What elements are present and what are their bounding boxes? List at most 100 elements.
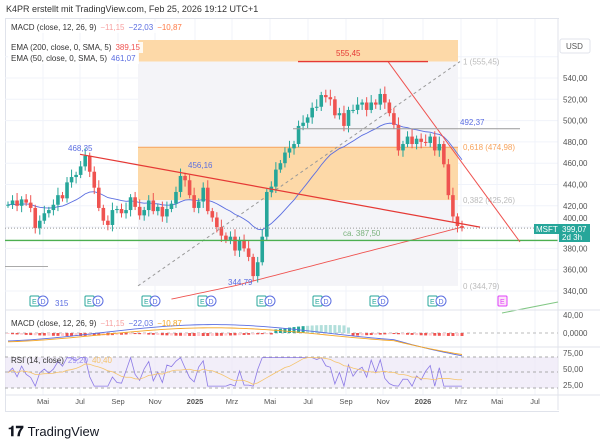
- candle: [346, 106, 351, 133]
- candle-body: [292, 144, 296, 149]
- candle: [251, 253, 255, 282]
- macd-pane-v2: −22,03: [128, 319, 154, 328]
- candle-body: [419, 138, 423, 142]
- candle: [215, 212, 219, 233]
- macd-histogram-bar: [192, 333, 196, 336]
- macd-histogram-bar: [70, 333, 74, 336]
- ema50-line: [7, 122, 463, 231]
- candle-body: [351, 109, 355, 111]
- candle: [110, 202, 115, 232]
- countdown-label: 2d 3h: [562, 233, 582, 242]
- tv-logo-icon: 𝟏𝟕: [8, 423, 24, 439]
- candle-body: [51, 204, 56, 211]
- label-high-1: 468,35: [68, 144, 93, 153]
- macd-histogram-bar: [179, 333, 183, 336]
- macd-histogram-bar: [251, 333, 255, 335]
- macd-histogram-bar: [306, 325, 310, 333]
- candle-body: [328, 97, 333, 100]
- macd-histogram-bar: [133, 333, 137, 335]
- macd-histogram-bar: [210, 333, 214, 336]
- candle-body: [274, 169, 278, 187]
- candle: [378, 88, 383, 110]
- currency-label: USD: [566, 42, 583, 51]
- y-tick-label: 340,00: [563, 287, 588, 296]
- candle-body: [65, 182, 69, 199]
- dividend-label: D: [324, 299, 329, 306]
- dividend-icon: [320, 295, 332, 307]
- candle: [6, 201, 10, 208]
- candle-body: [97, 187, 101, 208]
- ema200-legend[interactable]: EMA (200, close, 0, SMA, 5) 389,15: [8, 42, 143, 53]
- macd-histogram-bar: [446, 333, 450, 336]
- candle-body: [432, 136, 437, 151]
- ema50-legend[interactable]: EMA (50, close, 0, SMA, 5) 461,07: [8, 53, 139, 64]
- candle-body: [392, 113, 396, 125]
- candle-body: [42, 213, 47, 221]
- candle: [228, 231, 233, 245]
- candle: [283, 147, 287, 168]
- candle-body: [133, 197, 137, 207]
- candle-body: [69, 177, 74, 183]
- dividend-label: D: [96, 299, 101, 306]
- candle-body: [228, 236, 233, 240]
- candle-body: [301, 122, 305, 126]
- symbol-tag: [534, 224, 559, 234]
- candle-body: [142, 210, 146, 216]
- chart-frame: [5, 18, 559, 412]
- candle: [246, 240, 251, 262]
- candle-body: [287, 148, 292, 153]
- label-clipped: 315: [55, 299, 69, 308]
- dividend-label: D: [41, 299, 46, 306]
- rsi-value: 29,20: [67, 356, 88, 365]
- candle-body: [6, 204, 10, 206]
- macd-histogram-bar: [333, 325, 337, 333]
- candle-body: [442, 144, 446, 165]
- candle: [414, 135, 419, 150]
- macd-histogram-bar: [147, 333, 151, 335]
- candle: [401, 140, 405, 157]
- x-tick-label: Mai: [491, 397, 503, 406]
- candle-body: [383, 93, 387, 103]
- candle-body: [333, 99, 337, 116]
- macd-histogram-bar: [201, 333, 205, 336]
- tradingview-logo[interactable]: 𝟏𝟕 TradingView: [8, 423, 99, 440]
- macd-tick: 0,0000: [563, 329, 588, 338]
- candle-body: [401, 144, 405, 151]
- macd-histogram-bar: [215, 333, 219, 336]
- dividend-label: D: [153, 299, 158, 306]
- candle: [146, 195, 151, 217]
- candle: [255, 256, 260, 283]
- candle-body: [310, 107, 314, 118]
- earnings-label: E: [372, 299, 377, 306]
- y-tick-label: 540,00: [563, 74, 588, 83]
- macd-histogram-bar: [60, 333, 64, 336]
- candle: [128, 194, 133, 217]
- candle: [137, 199, 142, 220]
- candle: [196, 198, 201, 214]
- macd-histogram-bar: [387, 333, 391, 335]
- y-tick-label: 480,00: [563, 138, 588, 147]
- x-tick-label: Mrz: [455, 397, 468, 406]
- x-tick-label: 2026: [415, 397, 432, 406]
- macd-histogram-bar: [51, 333, 55, 336]
- candle: [187, 174, 192, 199]
- candle-body: [119, 208, 124, 214]
- candle: [97, 180, 101, 212]
- macd-histogram-bar: [169, 333, 173, 336]
- candle: [319, 91, 324, 112]
- candle: [383, 86, 387, 109]
- macd-histogram-bar: [47, 333, 51, 336]
- macd-histogram-bar: [228, 333, 232, 336]
- candle-body: [74, 174, 78, 178]
- candle: [47, 206, 51, 218]
- candle-body: [314, 106, 319, 108]
- macd-histogram-bar: [120, 333, 123, 335]
- candle: [278, 160, 283, 173]
- candle-body: [278, 163, 283, 170]
- candle-body: [15, 200, 19, 206]
- candle-body: [355, 104, 360, 110]
- candle-body: [106, 220, 110, 225]
- macd-histogram-bar: [269, 333, 273, 335]
- macd-legend[interactable]: MACD (close, 12, 26, 9) −11,15 −22,03 −10,8…: [8, 22, 185, 33]
